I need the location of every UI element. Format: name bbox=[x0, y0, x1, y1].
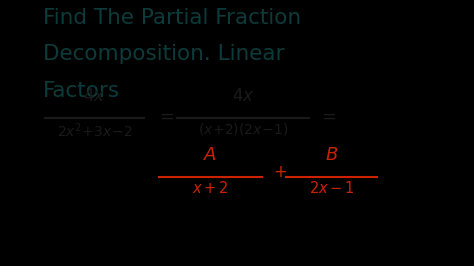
Text: $A$: $A$ bbox=[203, 146, 217, 164]
Text: $B$: $B$ bbox=[325, 146, 338, 164]
Text: Factors: Factors bbox=[43, 81, 120, 101]
Text: $x+2$: $x+2$ bbox=[192, 180, 228, 196]
Text: $2x^2\!+\!3x\!-\!2$: $2x^2\!+\!3x\!-\!2$ bbox=[57, 121, 133, 140]
Text: $4x$: $4x$ bbox=[83, 87, 106, 105]
Text: $+$: $+$ bbox=[273, 163, 287, 181]
Text: $(x\!+\!2)(2x\!-\!1)$: $(x\!+\!2)(2x\!-\!1)$ bbox=[198, 121, 288, 137]
Text: Find The Partial Fraction: Find The Partial Fraction bbox=[43, 8, 301, 28]
Text: Decomposition. Linear: Decomposition. Linear bbox=[43, 44, 285, 64]
Text: $=$: $=$ bbox=[155, 107, 174, 125]
Text: $4x$: $4x$ bbox=[232, 87, 255, 105]
Text: $2x-1$: $2x-1$ bbox=[309, 180, 355, 196]
Text: $=$: $=$ bbox=[319, 107, 337, 125]
